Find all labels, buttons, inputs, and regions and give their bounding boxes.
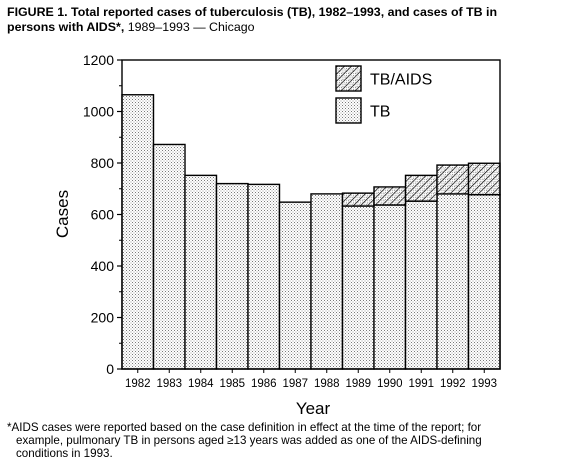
bar-tb-aids-1993 [467, 162, 501, 196]
footnote: *AIDS cases were reported based on the c… [7, 421, 583, 460]
x-tick-label-1992: 1992 [440, 378, 466, 390]
bar-tb-1982 [121, 94, 155, 370]
bars-group [121, 94, 501, 370]
legend-label-tb: TB [370, 104, 390, 121]
x-axis-label: Year [296, 399, 331, 418]
axes-group: 0 200 400 600 800 1000 1200 1982 1983 1984 1985 198… [83, 52, 501, 390]
bar-tb-1984 [184, 174, 218, 370]
bar-tb-1986 [247, 183, 281, 370]
x-tick-label-1982: 1982 [125, 378, 151, 390]
footnote-line-2: example, pulmonary TB in persons aged ≥1… [16, 434, 482, 447]
footnote-line-3: conditions in 1993. [16, 447, 113, 460]
footnote-line-1: *AIDS cases were reported based on the c… [7, 421, 482, 434]
x-tick-label-1984: 1984 [188, 378, 214, 390]
bar-tb-1987 [278, 201, 312, 370]
bar-tb-aids-1989 [341, 192, 375, 207]
bar-tb-1991 [404, 200, 438, 370]
y-tick-label-400: 400 [91, 258, 115, 274]
y-tick-label-200: 200 [91, 310, 115, 326]
legend-swatch-tb-aids [335, 65, 362, 92]
x-tick-label-1988: 1988 [314, 378, 340, 390]
x-tick-label-1987: 1987 [282, 378, 308, 390]
bar-tb-aids-1992 [436, 164, 470, 195]
bar-tb-1985 [215, 182, 249, 370]
figure-title-line2-rest: 1989–1993 — Chicago [127, 20, 255, 34]
figure-title-line1: Total reported cases of tuberculosis (TB… [71, 5, 498, 19]
x-tick-label-1990: 1990 [377, 378, 403, 390]
bar-tb-1993 [467, 193, 501, 370]
y-tick-label-0: 0 [106, 361, 114, 377]
figure-title-line2-bold: persons with AIDS*, [7, 20, 125, 34]
legend-swatch-tb [335, 97, 362, 124]
figure-title-lead: FIGURE 1. [7, 5, 68, 19]
bar-tb-aids-1991 [404, 174, 438, 202]
bar-tb-1988 [310, 193, 344, 370]
x-tick-label-1983: 1983 [156, 378, 182, 390]
y-tick-label-600: 600 [91, 207, 115, 223]
y-tick-label-1200: 1200 [83, 52, 114, 68]
x-tick-label-1985: 1985 [219, 378, 245, 390]
y-tick-label-1000: 1000 [83, 104, 114, 120]
figure-title: FIGURE 1. Total reported cases of tuberc… [7, 5, 585, 35]
x-tick-label-1991: 1991 [408, 378, 434, 390]
bar-tb-1992 [436, 193, 470, 370]
y-tick-label-800: 800 [91, 155, 115, 171]
y-axis-label: Cases [53, 190, 72, 238]
legend: TB/AIDS TB [335, 65, 432, 124]
x-tick-label-1986: 1986 [251, 378, 277, 390]
bar-tb-aids-1990 [373, 186, 407, 206]
x-tick-label-1989: 1989 [345, 378, 371, 390]
legend-label-tb-aids: TB/AIDS [370, 72, 432, 89]
bar-tb-1983 [152, 143, 186, 370]
bar-tb-1989 [341, 205, 375, 370]
bar-tb-1990 [373, 204, 407, 370]
x-tick-label-1993: 1993 [471, 378, 497, 390]
